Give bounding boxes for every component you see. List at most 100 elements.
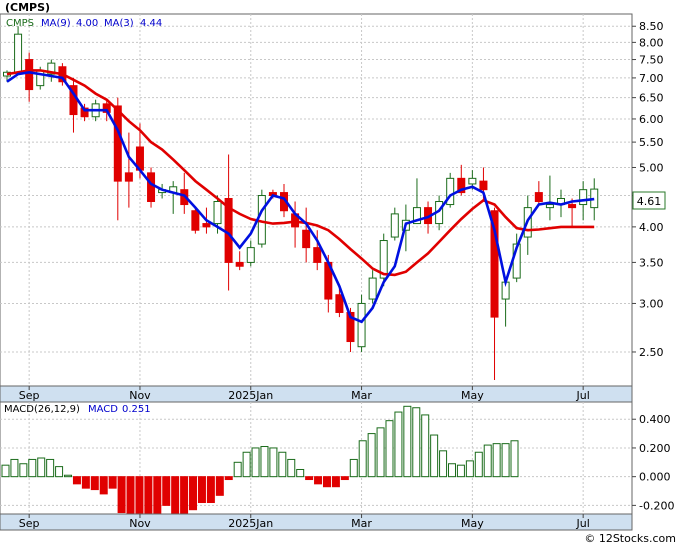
candle-body: [479, 180, 488, 191]
macd-bar: [358, 440, 367, 478]
macd-bar: [99, 476, 108, 495]
macd-month-label: May: [461, 517, 484, 530]
candle: [47, 59, 56, 82]
price-tick-label: 8.00: [639, 36, 664, 49]
macd-bar: [242, 451, 251, 478]
macd-bar: [287, 458, 296, 478]
candle: [246, 240, 255, 267]
ma9-line: [6, 69, 595, 277]
macd-tick-label: -0.200: [639, 499, 674, 512]
macd-bar: [492, 443, 501, 478]
macd-bar: [46, 458, 55, 478]
macd-bar: [305, 476, 314, 481]
macd-month-axis: [0, 513, 633, 531]
candle: [357, 294, 366, 352]
candle: [113, 97, 122, 221]
candle-body: [368, 277, 377, 300]
macd-bar: [322, 476, 331, 488]
candle-body: [468, 177, 477, 185]
macd-bar: [37, 457, 46, 478]
candle-body: [213, 201, 222, 225]
price-tick-label: 5.00: [639, 161, 664, 174]
macd-bar: [510, 440, 519, 478]
price-month-axis: [0, 385, 633, 403]
macd-bar: [456, 464, 465, 478]
legend-ma3-value: 4.44: [140, 18, 162, 29]
macd-bar: [448, 463, 456, 478]
macd-bar: [349, 458, 358, 478]
candle-body: [335, 294, 344, 313]
candle-body: [202, 223, 211, 228]
macd-panel: 0.400 0.200 0.000 -0.200 MACD(26,12,9) MACD…: [0, 401, 674, 531]
candle: [302, 207, 311, 263]
chart-title: (CMPS): [5, 1, 50, 14]
macd-legend-value: 0.251: [122, 404, 151, 415]
macd-bar: [64, 474, 73, 478]
legend-ma9-value: 4.00: [76, 18, 98, 29]
macd-bar: [421, 414, 430, 478]
macd-bar: [171, 476, 180, 518]
macd-bar: [296, 468, 305, 478]
price-tick-label: 5.50: [639, 136, 664, 149]
candle-body: [147, 172, 156, 203]
macd-bar: [153, 476, 162, 519]
macd-bar: [28, 458, 37, 478]
macd-bar: [233, 461, 242, 478]
macd-bar: [314, 476, 323, 485]
month-label: Nov: [129, 389, 151, 402]
macd-bar: [1, 464, 10, 478]
macd-bar: [206, 476, 215, 504]
candle: [368, 270, 377, 304]
price-tick-label: 3.50: [639, 256, 664, 269]
candle-body: [47, 62, 56, 75]
macd-bar: [162, 476, 171, 506]
macd-bar: [278, 451, 287, 478]
candle-body: [346, 311, 355, 343]
macd-bar: [117, 476, 126, 514]
macd-tick-label: 0.400: [639, 413, 671, 426]
candle-body: [390, 213, 399, 238]
candle: [191, 207, 200, 234]
month-label: Sep: [19, 389, 40, 402]
candle-body: [235, 261, 244, 267]
macd-bar: [19, 463, 28, 478]
month-label: May: [461, 389, 484, 402]
macd-bar: [340, 476, 349, 481]
candle-body: [113, 105, 122, 182]
candle-body: [412, 207, 421, 225]
candle: [390, 207, 399, 241]
candle: [568, 198, 577, 227]
macd-legend-label: MACD(26,12,9): [4, 404, 80, 415]
price-tick-label: 6.50: [639, 92, 664, 105]
macd-bar: [331, 476, 340, 488]
macd-bar: [72, 476, 81, 485]
macd-bar: [108, 476, 117, 489]
macd-bar: [55, 466, 64, 478]
month-label: Jul: [576, 389, 590, 402]
month-label: 2025Jan: [228, 389, 273, 402]
candle: [412, 178, 421, 225]
candle-body: [191, 210, 200, 231]
candle: [534, 181, 543, 205]
macd-bar: [269, 447, 278, 478]
macd-bar: [430, 434, 439, 478]
price-tick-label: 7.50: [639, 54, 664, 67]
macd-month-label: Nov: [129, 517, 151, 530]
footer-credit: © 12Stocks.com: [584, 532, 676, 545]
macd-month-label: Mar: [351, 517, 372, 530]
candle-body: [379, 240, 388, 279]
macd-bar: [412, 407, 421, 478]
macd-bar: [197, 476, 206, 504]
candle: [335, 286, 344, 318]
candle-body: [446, 177, 455, 206]
macd-bar: [90, 476, 99, 491]
macd-bar: [501, 443, 510, 478]
macd-bar: [81, 476, 90, 489]
macd-month-label: Jul: [576, 517, 590, 530]
candle: [25, 52, 34, 102]
candle-body: [568, 204, 577, 209]
price-tick-label: 7.00: [639, 72, 664, 85]
macd-bar: [215, 476, 224, 496]
candle-body: [579, 189, 588, 206]
